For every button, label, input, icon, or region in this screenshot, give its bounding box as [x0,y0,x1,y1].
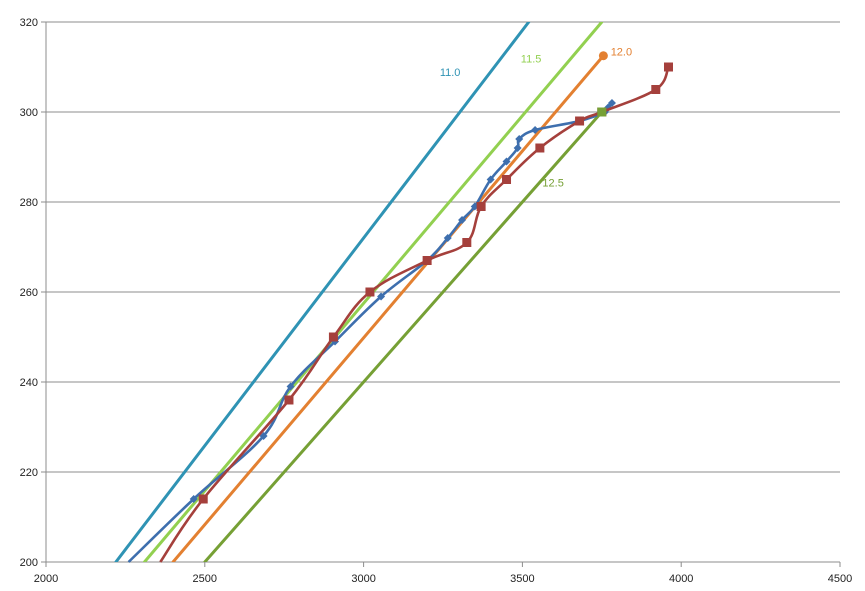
data-point [476,202,486,211]
data-point [651,85,661,94]
data-series [127,62,673,563]
axes: 200 220 240 260 280 300 320 2000 2500 3000 3500 400… [20,17,853,585]
series-line [127,102,613,563]
data-point [515,135,524,143]
reference-line-end-marker [598,51,608,61]
reference-line [114,22,531,562]
data-point [607,99,616,107]
data-point [486,175,495,184]
data-point [458,216,467,224]
data-point [198,494,208,504]
data-point [502,157,511,166]
data-point [663,62,673,72]
data-point [377,292,386,301]
x-tick-label: 4500 [828,573,852,585]
reference-line-label: 12.0 [611,46,632,58]
x-tick-label: 2000 [34,573,58,585]
x-tick-label: 3000 [351,573,375,585]
reference-line-label: 11.0 [440,67,461,79]
reference-line-end-marker [597,107,607,117]
gridlines [46,21,840,563]
data-point [531,126,540,134]
data-point [328,332,338,342]
y-tick-label: 280 [20,197,38,209]
data-point [513,144,522,152]
y-tick-label: 300 [20,107,38,119]
x-tick-label: 2500 [193,573,217,585]
reference-line [203,110,604,562]
data-point [365,287,375,297]
reference-line-label: 11.5 [521,54,542,66]
data-point [422,256,432,265]
data-point [286,382,295,391]
reference-line-label: 12.5 [542,177,563,189]
reference-line [171,54,605,562]
y-tick-label: 240 [20,377,38,389]
x-tick-label: 4000 [669,573,693,585]
labels: 11.0 11.5 12.0 12.5 [440,46,632,189]
data-point [189,495,198,503]
y-tick-label: 220 [20,467,38,479]
y-tick-label: 260 [20,287,38,299]
data-point [502,175,512,184]
data-point [284,395,294,405]
data-point [443,234,452,242]
x-tick-label: 3500 [510,573,534,585]
y-tick-label: 320 [20,17,38,29]
data-point [462,238,472,247]
data-point [575,116,585,126]
data-point [259,432,268,440]
data-point [535,143,545,153]
y-tick-label: 200 [20,557,38,569]
